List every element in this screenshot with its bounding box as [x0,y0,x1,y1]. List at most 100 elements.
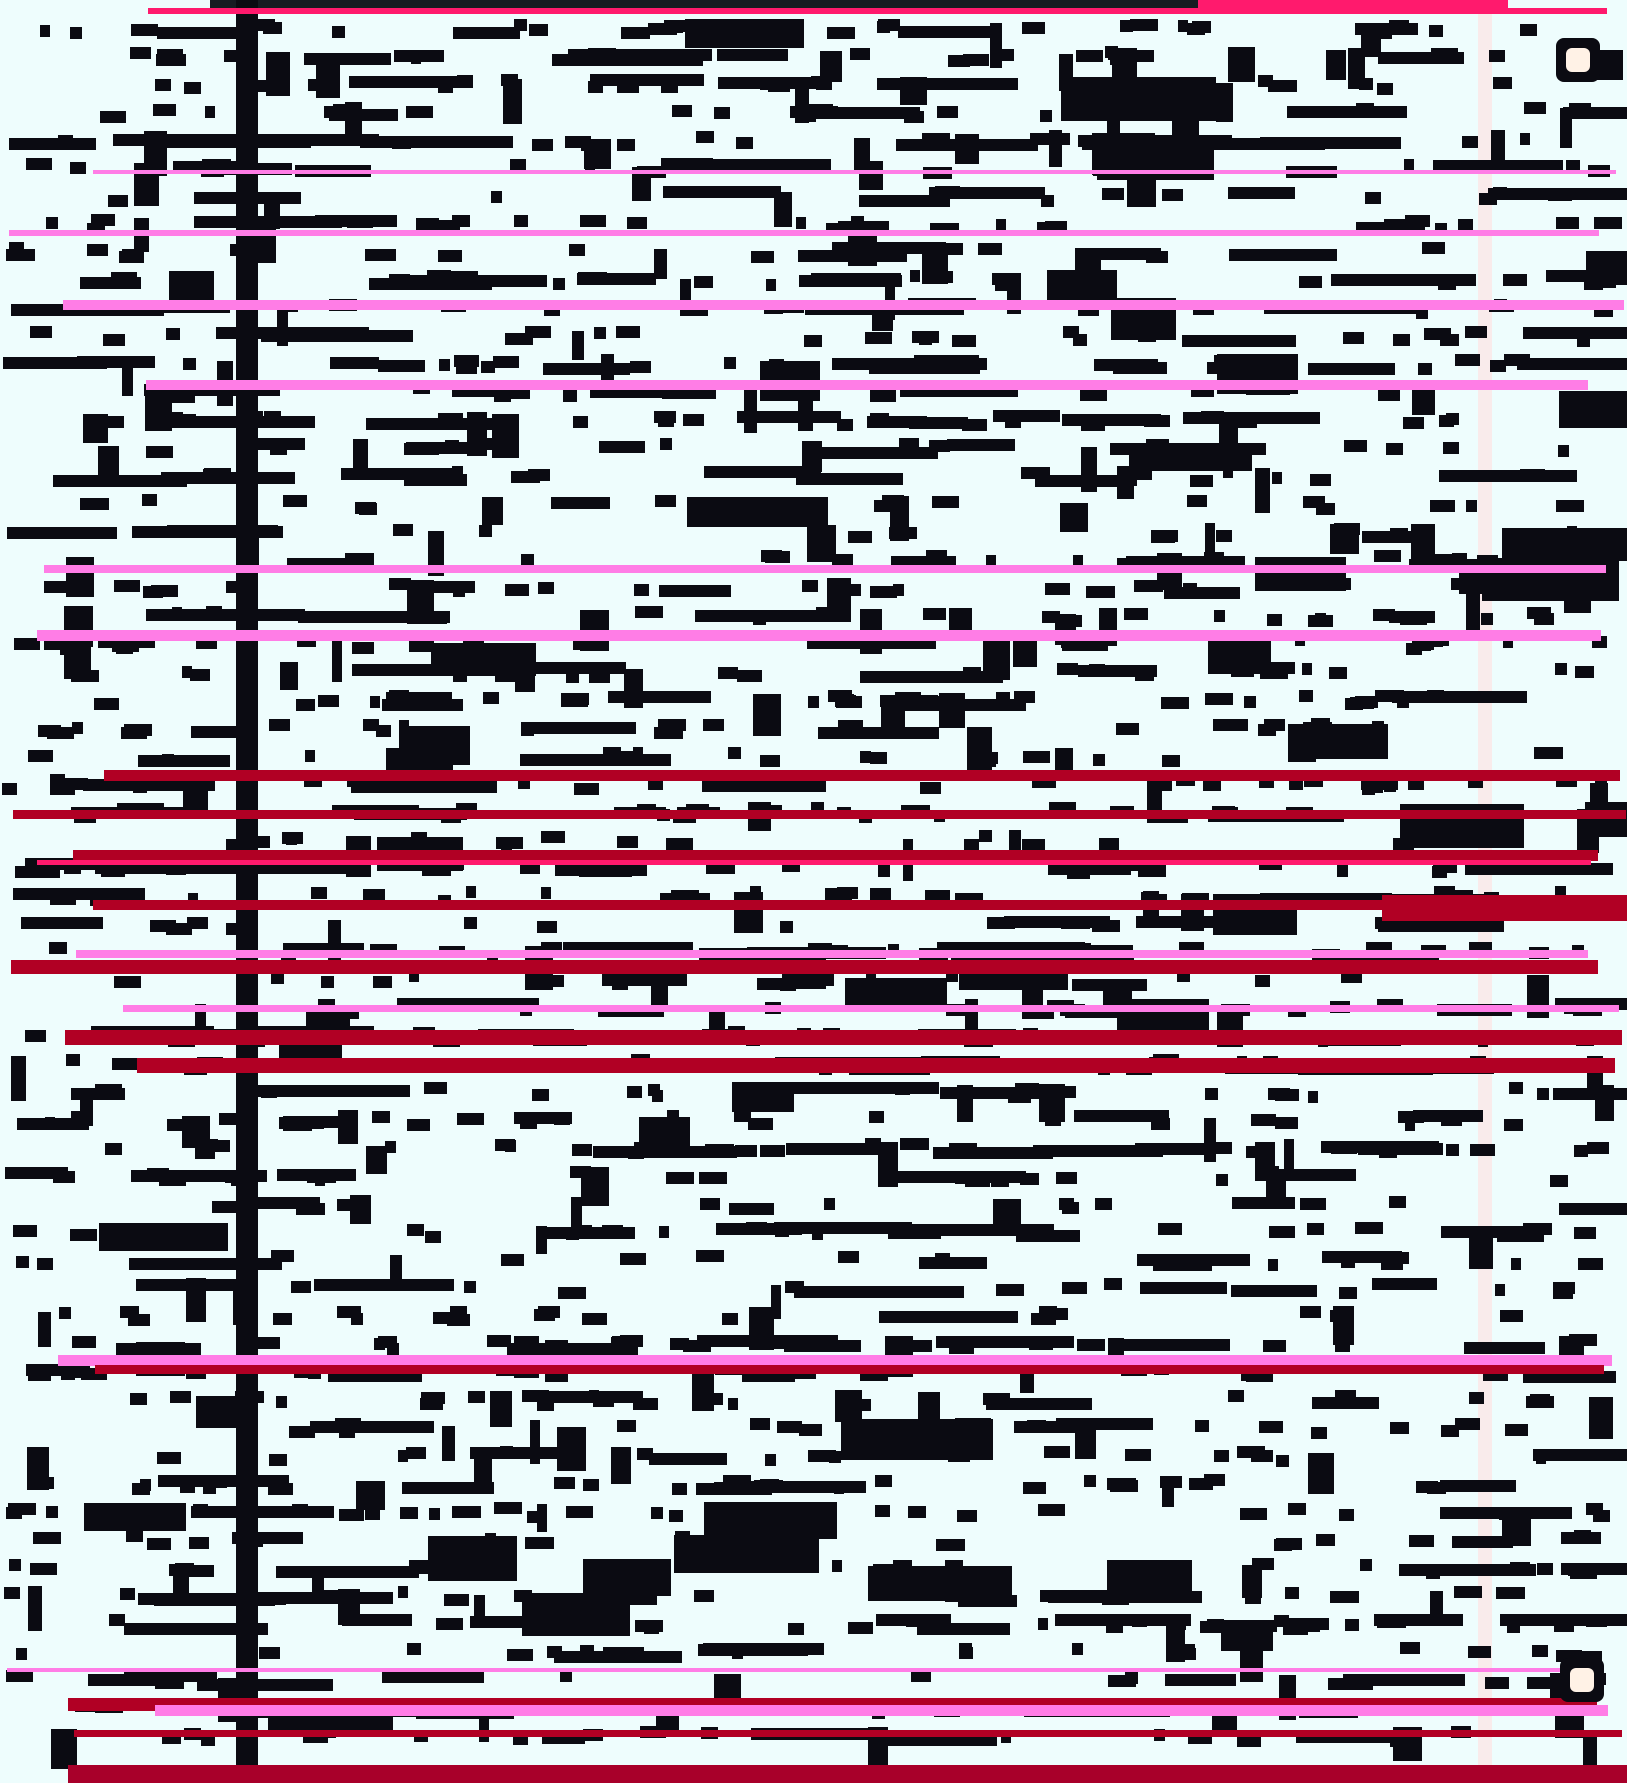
glitch-block [224,50,251,62]
square-icon-top-right [1556,38,1600,82]
glitch-band [7,1668,1598,1672]
glitch-block [850,48,870,60]
glitch-block [347,216,373,228]
glitch-block [661,81,678,93]
glitch-block [1377,83,1393,95]
glitch-block [627,217,647,229]
glitch-block [714,107,730,119]
glitch-band [155,1705,1608,1716]
glitch-block [661,158,713,170]
glitch-block [621,27,650,39]
glitch-block [1594,217,1622,229]
glitch-block [696,131,714,143]
glitch-block [990,23,1002,68]
glitch-block [46,217,58,229]
glitch-block [1047,270,1117,300]
glitch-block [491,191,502,203]
glitch-block [1504,354,1530,366]
glitch-block [685,19,804,48]
glitch-block [572,331,584,360]
glitch-block [588,48,616,60]
glitch-block [230,244,256,256]
glitch-block [1287,106,1407,118]
glitch-block [816,78,832,90]
glitch-band [37,860,1591,865]
glitch-block [433,270,451,282]
glitch-block [510,159,526,171]
glitch-block [277,301,288,346]
glitch-block [1524,102,1546,114]
glitch-block [1479,193,1497,205]
glitch-block [1375,27,1392,39]
glitch-block [157,27,253,39]
glitch-block [155,79,171,91]
glitch-block [798,250,818,262]
glitch-block [1493,77,1512,89]
glitch-block [827,27,855,39]
glitch-band [123,1005,1619,1012]
glitch-block [304,53,391,65]
glitch-block [457,75,473,87]
glitch-block [914,355,979,367]
glitch-block [1207,362,1217,374]
glitch-band [1198,0,1508,10]
glitch-block [751,251,774,263]
glitch-block [680,279,691,312]
glitch-block [1216,83,1233,122]
glitch-block [1022,22,1045,34]
glitch-block [1566,160,1580,172]
glitch-block [454,355,479,367]
glitch-block [1590,276,1616,288]
glitch-block [26,158,52,170]
glitch-block [246,19,275,31]
glitch-block [1228,187,1295,199]
glitch-block [100,111,126,123]
glitch-block [1076,50,1103,62]
glitch-block [919,333,932,345]
glitch-block [832,242,946,254]
glitch-band [1382,895,1627,921]
glitch-block [1326,50,1346,80]
glitch-block [717,49,788,61]
glitch-block [1596,50,1623,80]
glitch-block [1422,242,1445,254]
glitch-block [1228,47,1255,82]
glitch-block [161,136,311,148]
glitch-block [194,192,301,204]
glitch-block [111,272,137,284]
glitch-block [30,326,52,338]
glitch-block [1393,334,1410,346]
glitch-block [330,357,379,369]
glitch-block [295,134,379,146]
glitch-block [1073,334,1087,346]
glitch-block [1268,80,1297,92]
glitch-block [365,249,387,261]
glitch-block [1001,49,1014,61]
glitch-block [1389,20,1409,32]
glitch-block [1489,50,1505,62]
glitch-block [585,160,595,172]
glitch-block [385,249,396,261]
glitch-block [328,216,342,228]
glitch-block [332,26,345,38]
glitch-block [963,54,989,66]
glitch-block [181,279,196,291]
glitch-block [1041,195,1054,207]
bottom-bar [68,1765,1627,1783]
glitch-block [904,111,924,123]
glitch-block [577,273,656,285]
glitch-block [1187,23,1205,35]
glitch-block [514,19,527,31]
glitch-block [992,273,1016,285]
glitch-block [632,167,651,201]
glitch-block [308,79,334,91]
glitch-block [183,358,196,370]
glitch-block [1520,133,1530,145]
glitch-block [1493,187,1507,199]
glitch-block [1384,219,1405,231]
glitch-block [856,162,866,174]
glitch-block [130,47,151,59]
right-edge-strip [1478,0,1492,1783]
glitch-block [922,133,950,145]
